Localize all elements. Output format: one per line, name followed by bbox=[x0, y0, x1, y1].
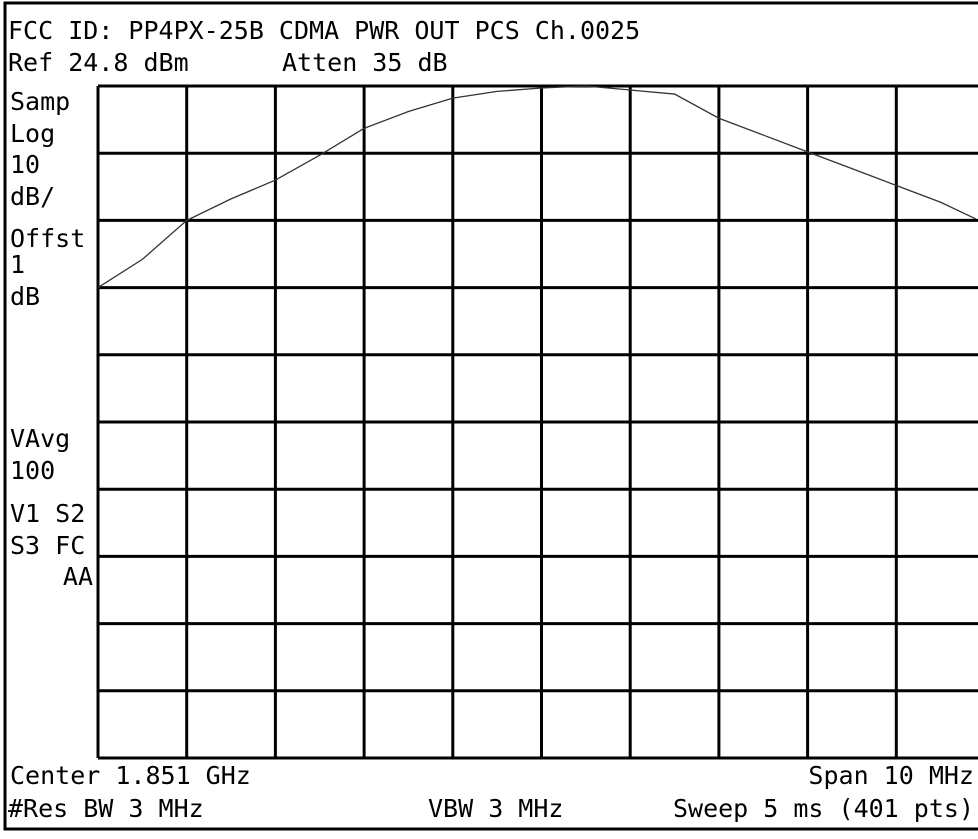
sweep: Sweep 5 ms (401 pts) bbox=[673, 794, 974, 823]
side-label: V1 S2 bbox=[10, 499, 85, 528]
side-label: Samp bbox=[10, 87, 70, 116]
side-label: Offst bbox=[10, 224, 85, 253]
trace bbox=[97, 85, 977, 289]
title: FCC ID: PP4PX-25B CDMA PWR OUT PCS Ch.00… bbox=[8, 16, 640, 45]
side-label: 1 bbox=[10, 250, 25, 279]
side-label: 100 bbox=[10, 456, 55, 485]
screen-frame bbox=[3, 1, 978, 831]
side-label: dB/ bbox=[10, 182, 55, 211]
side-label: dB bbox=[10, 282, 40, 311]
side-label: Log bbox=[10, 119, 55, 148]
vbw: VBW 3 MHz bbox=[428, 794, 563, 823]
attenuation: Atten 35 dB bbox=[282, 48, 448, 77]
ref-level: Ref 24.8 dBm bbox=[8, 48, 189, 77]
span: Span 10 MHz bbox=[808, 761, 974, 790]
side-label: VAvg bbox=[10, 424, 70, 453]
res-bw: #Res BW 3 MHz bbox=[8, 794, 204, 823]
side-label: S3 FC bbox=[10, 531, 85, 560]
side-label: 10 bbox=[10, 150, 40, 179]
center-freq: Center 1.851 GHz bbox=[10, 761, 251, 790]
side-label: AA bbox=[63, 562, 93, 591]
